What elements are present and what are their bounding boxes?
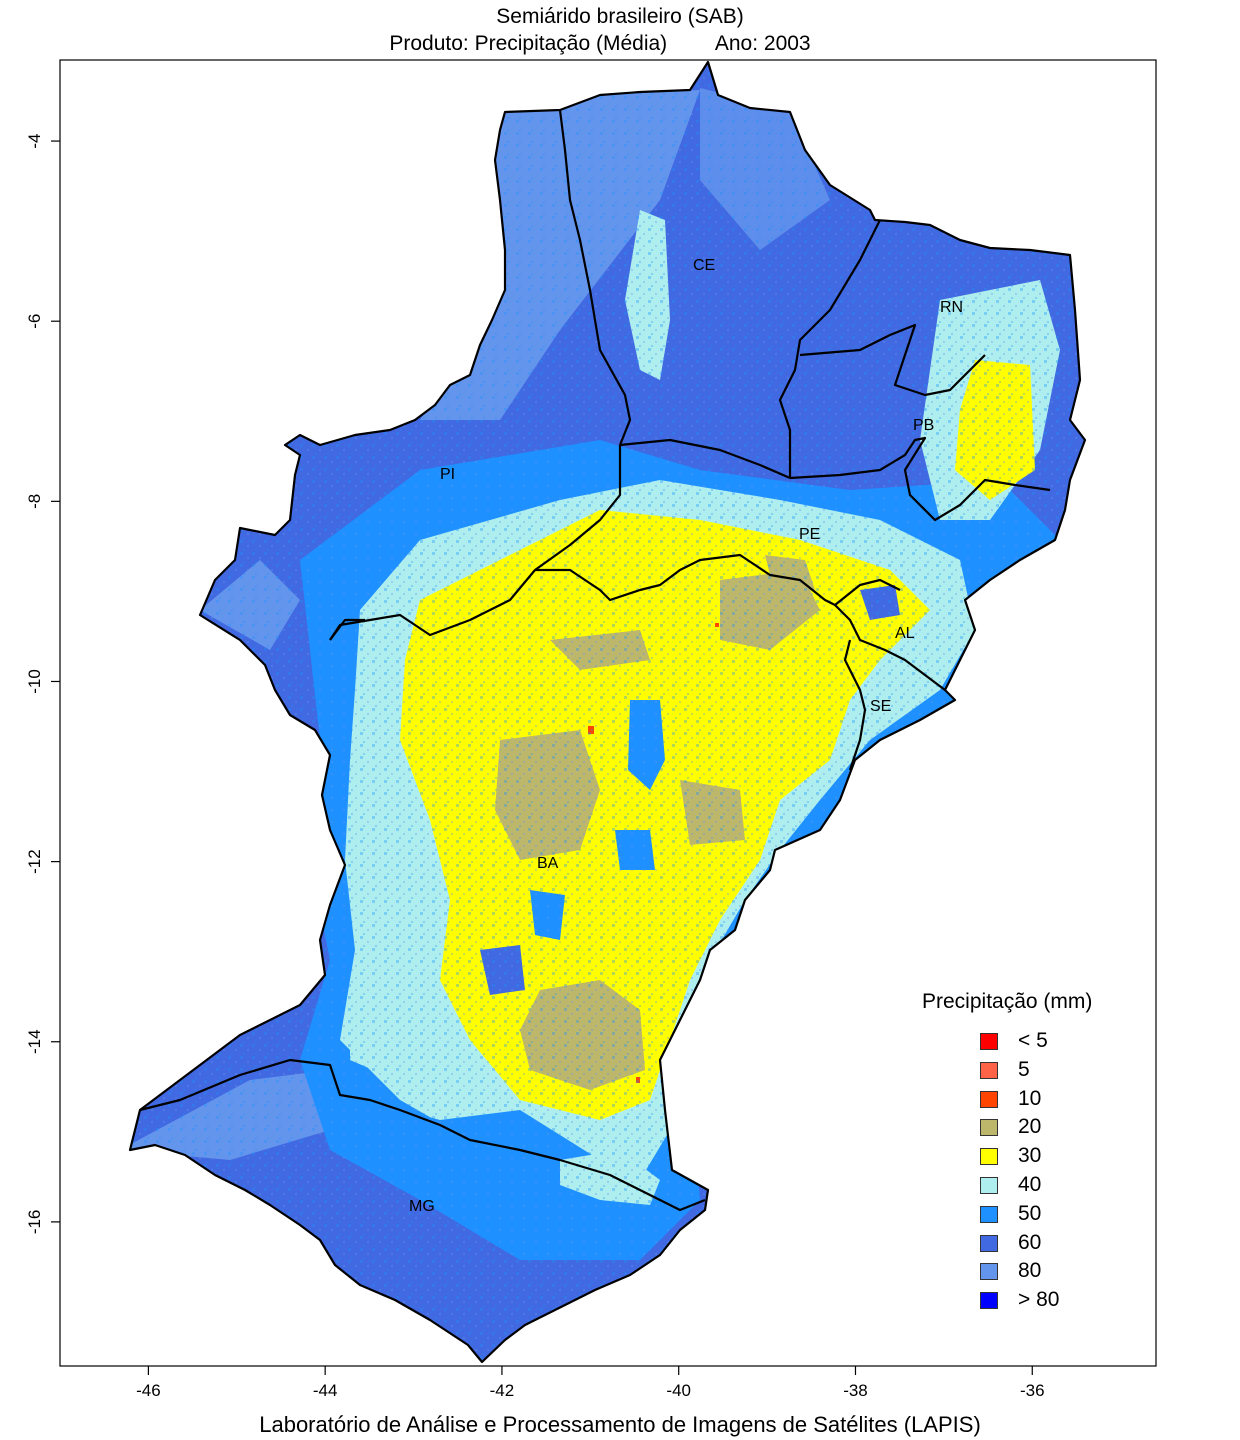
legend-swatch	[980, 1061, 998, 1079]
legend-label: > 80	[1018, 1288, 1060, 1312]
legend-swatch	[980, 1033, 998, 1050]
state-label-mg: MG	[409, 1198, 435, 1215]
legend-label: 50	[1018, 1201, 1042, 1225]
legend-title: Precipitação (mm)	[922, 990, 1093, 1013]
map-subtitle: Produto: Precipitação (Média) Ano: 2003	[0, 32, 1220, 56]
map-title: Semiárido brasileiro (SAB)	[496, 5, 744, 28]
legend-swatch	[980, 1119, 998, 1137]
state-label-al: AL	[895, 625, 915, 642]
x-tick-label: -46	[136, 1381, 161, 1400]
state-labels: CE RN PB PI PE AL SE BA MG	[409, 257, 963, 1215]
y-tick-label: -14	[25, 1029, 44, 1054]
footer-credit: Laboratório de Análise e Processamento d…	[259, 1412, 981, 1437]
y-tick-label: -4	[25, 133, 44, 148]
legend-label: 80	[1018, 1259, 1042, 1283]
legend-label: 60	[1018, 1230, 1042, 1254]
subtitle-product: Produto: Precipitação (Média)	[389, 32, 668, 55]
state-label-pi: PI	[440, 466, 455, 483]
plot-frame	[59, 59, 1157, 1367]
legend-label: 10	[1018, 1086, 1042, 1110]
y-tick-label: -8	[25, 494, 44, 509]
x-tick-label: -42	[490, 1381, 515, 1400]
legend-swatch	[980, 1090, 998, 1108]
state-label-pb: PB	[913, 417, 934, 434]
legend-swatch	[980, 1148, 998, 1166]
legend-swatch	[980, 1234, 998, 1252]
state-label-pe: PE	[799, 526, 820, 543]
legend-label: 5	[1018, 1057, 1030, 1081]
precipitation-raster	[130, 62, 1085, 1362]
legend-swatch	[980, 1292, 998, 1310]
x-tick-label: -44	[313, 1381, 338, 1400]
x-tick-label: -38	[843, 1381, 868, 1400]
legend-swatch	[980, 1177, 998, 1194]
state-label-rn: RN	[940, 299, 963, 316]
y-tick-label: -6	[25, 314, 44, 329]
legend-label: 40	[1018, 1173, 1042, 1196]
subtitle-year: Ano: 2003	[714, 32, 811, 55]
state-label-ce: CE	[693, 257, 715, 274]
legend-swatch	[980, 1263, 998, 1281]
state-label-se: SE	[870, 698, 891, 715]
y-tick-label: -16	[25, 1210, 44, 1235]
legend-swatch	[980, 1205, 998, 1223]
x-tick-label: -36	[1020, 1381, 1045, 1400]
y-tick-label: -12	[25, 849, 44, 874]
state-label-ba: BA	[537, 855, 559, 872]
legend-label: 20	[1018, 1115, 1042, 1139]
y-axis: -4 -6 -8 -10 -12 -14 -16	[25, 133, 60, 1234]
legend-label: 30	[1018, 1144, 1042, 1168]
state-borders	[128, 60, 1087, 1364]
x-axis: -46 -44 -42 -40 -38 -36	[136, 1366, 1045, 1400]
x-tick-label: -40	[666, 1381, 691, 1400]
y-tick-label: -10	[25, 669, 44, 694]
legend-label: < 5	[1018, 1029, 1048, 1052]
